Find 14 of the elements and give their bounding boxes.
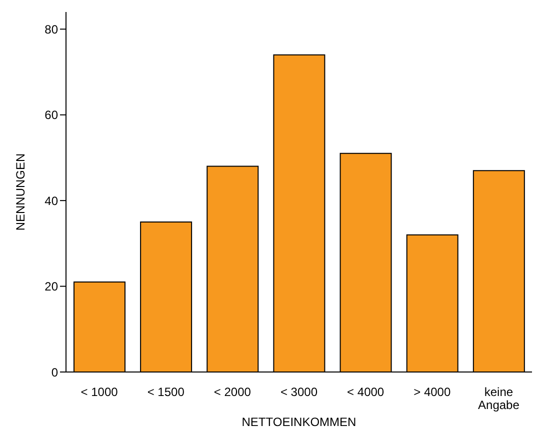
- x-tick-label: < 1000: [80, 385, 118, 399]
- y-tick-label: 60: [44, 108, 58, 122]
- x-tick-label: < 2000: [214, 385, 252, 399]
- y-axis-title: NENNUNGEN: [13, 153, 28, 231]
- x-tick-label: keine Angabe: [478, 385, 520, 412]
- x-tick-label: < 1500: [147, 385, 185, 399]
- x-axis-title: NETTOEINKOMMEN: [242, 415, 356, 429]
- x-tick-label: < 3000: [280, 385, 318, 399]
- y-tick-label: 80: [44, 22, 58, 36]
- x-tick-label: < 4000: [347, 385, 384, 399]
- y-tick-label: 0: [51, 365, 58, 380]
- x-tick-label: > 4000: [414, 385, 451, 399]
- y-tick-label: 40: [44, 194, 58, 208]
- y-tick-label: 20: [44, 280, 58, 294]
